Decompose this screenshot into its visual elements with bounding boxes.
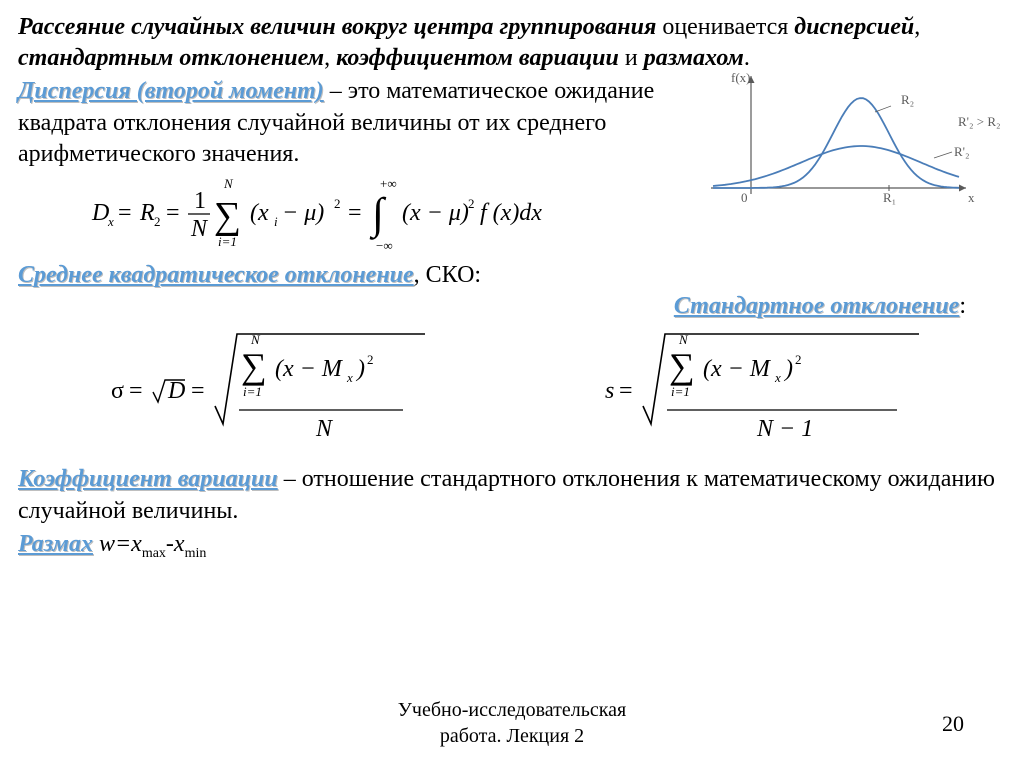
- intro-bold-4: коэффициентом вариации: [336, 45, 619, 71]
- std-term: Стандартное отклонение: [674, 293, 960, 319]
- range-formula: w=xmax-xmin: [93, 531, 206, 557]
- svg-text:(x − M: (x − M: [703, 356, 772, 382]
- svg-text:=: =: [166, 200, 180, 226]
- svg-text:(x: (x: [250, 200, 269, 226]
- sko-heading-row: Среднее квадратическое отклонение, СКО:: [18, 260, 1006, 291]
- footer: Учебно-исследовательская работа. Лекция …: [0, 697, 1024, 749]
- svg-text:f(x): f(x): [731, 70, 751, 85]
- range-term: Размах: [18, 531, 93, 557]
- intro-bold-1: Рассеяние случайных величин вокруг центр…: [18, 14, 656, 40]
- dispersion-term: Дисперсия (второй момент): [18, 78, 324, 104]
- svg-text:2: 2: [795, 352, 802, 367]
- svg-text:D: D: [91, 200, 109, 226]
- svg-text:(x − M: (x − M: [275, 356, 344, 382]
- intro-bold-5: размахом: [644, 45, 744, 71]
- svg-text:=: =: [191, 378, 205, 404]
- sko-formulas-row: σ = D = N∑i=1(x − Mx)2N s = N∑i=1(x − Mx…: [18, 326, 1006, 456]
- svg-text:x: x: [107, 214, 114, 229]
- range-paragraph: Размах w=xmax-xmin: [18, 529, 1006, 563]
- svg-text:N: N: [223, 176, 234, 191]
- sko-term: Среднее квадратическое отклонение: [18, 262, 414, 288]
- svg-text:0: 0: [741, 190, 748, 205]
- sko-left: Среднее квадратическое отклонение, СКО:: [18, 260, 1006, 291]
- std-heading-row: Стандартное отклонение:: [18, 291, 1006, 322]
- svg-text:s: s: [605, 378, 614, 404]
- svg-text:R: R: [139, 200, 155, 226]
- svg-text:=: =: [118, 200, 132, 226]
- footer-line2: работа. Лекция 2: [440, 725, 584, 747]
- svg-text:∑: ∑: [669, 346, 695, 386]
- svg-text:N: N: [190, 216, 209, 242]
- svg-text:−∞: −∞: [376, 238, 393, 253]
- intro-plain-4: и: [619, 45, 644, 71]
- intro-plain-1: оценивается: [656, 14, 794, 40]
- distribution-svg: f(x) x 0 R₁ R₂ R'₂ R'₂ > R₂: [701, 68, 1006, 218]
- svg-text:2: 2: [154, 214, 161, 229]
- cv-paragraph: Коэффициент вариации – отношение стандар…: [18, 464, 1006, 526]
- intro-plain-3: ,: [324, 45, 336, 71]
- svg-text:− μ): − μ): [282, 200, 324, 226]
- page-number: 20: [942, 710, 964, 739]
- svg-text:i=1: i=1: [243, 384, 262, 399]
- svg-text:∑: ∑: [214, 195, 241, 237]
- svg-text:x: x: [968, 190, 975, 205]
- svg-text:D: D: [167, 378, 185, 404]
- s-formula: s = N∑i=1 (x − Mx)2 N − 1: [599, 326, 919, 456]
- svg-text:(x − μ): (x − μ): [402, 200, 469, 226]
- svg-text:): ): [355, 356, 365, 382]
- svg-text:=: =: [619, 378, 633, 404]
- intro-period: .: [744, 45, 750, 71]
- svg-text:R'₂ > R₂: R'₂ > R₂: [958, 114, 1001, 129]
- svg-text:x: x: [346, 370, 353, 385]
- std-colon: :: [959, 293, 966, 319]
- intro-bold-2: дисперсией: [794, 14, 914, 40]
- dispersion-formula: Dx = R2 = 1NN∑i=1(xi − μ)2 = +∞∫−∞(x − μ…: [88, 172, 618, 254]
- svg-text:2: 2: [334, 196, 341, 211]
- svg-text:i=1: i=1: [671, 384, 690, 399]
- svg-text:∑: ∑: [241, 346, 267, 386]
- slide-content: Рассеяние случайных величин вокруг центр…: [18, 12, 1006, 563]
- svg-text:f (x)dx: f (x)dx: [480, 200, 542, 226]
- svg-text:N − 1: N − 1: [756, 416, 813, 442]
- svg-text:): ): [783, 356, 793, 382]
- svg-text:1: 1: [194, 188, 206, 214]
- svg-text:R₂: R₂: [901, 92, 914, 107]
- svg-text:N: N: [250, 332, 261, 347]
- svg-text:i: i: [274, 214, 278, 229]
- intro-paragraph: Рассеяние случайных величин вокруг центр…: [18, 12, 1006, 74]
- intro-bold-3: стандартным отклонением: [18, 45, 324, 71]
- svg-text:=: =: [348, 200, 362, 226]
- footer-line1: Учебно-исследовательская: [398, 699, 627, 721]
- svg-text:R₁: R₁: [883, 190, 896, 205]
- distribution-graph: f(x) x 0 R₁ R₂ R'₂ R'₂ > R₂: [701, 68, 1006, 227]
- svg-text:=: =: [129, 378, 143, 404]
- svg-text:N: N: [315, 416, 334, 442]
- sko-after: , СКО:: [414, 262, 481, 288]
- svg-text:2: 2: [367, 352, 374, 367]
- cv-term: Коэффициент вариации: [18, 466, 278, 492]
- svg-text:R'₂: R'₂: [954, 144, 970, 159]
- intro-plain-2: ,: [914, 14, 920, 40]
- sigma-formula: σ = D = N∑i=1(x − Mx)2N: [105, 326, 425, 456]
- svg-text:x: x: [774, 370, 781, 385]
- svg-text:2: 2: [468, 196, 475, 211]
- svg-text:i=1: i=1: [218, 234, 237, 249]
- svg-text:N: N: [678, 332, 689, 347]
- svg-text:∫: ∫: [369, 189, 387, 240]
- svg-text:σ: σ: [111, 378, 124, 404]
